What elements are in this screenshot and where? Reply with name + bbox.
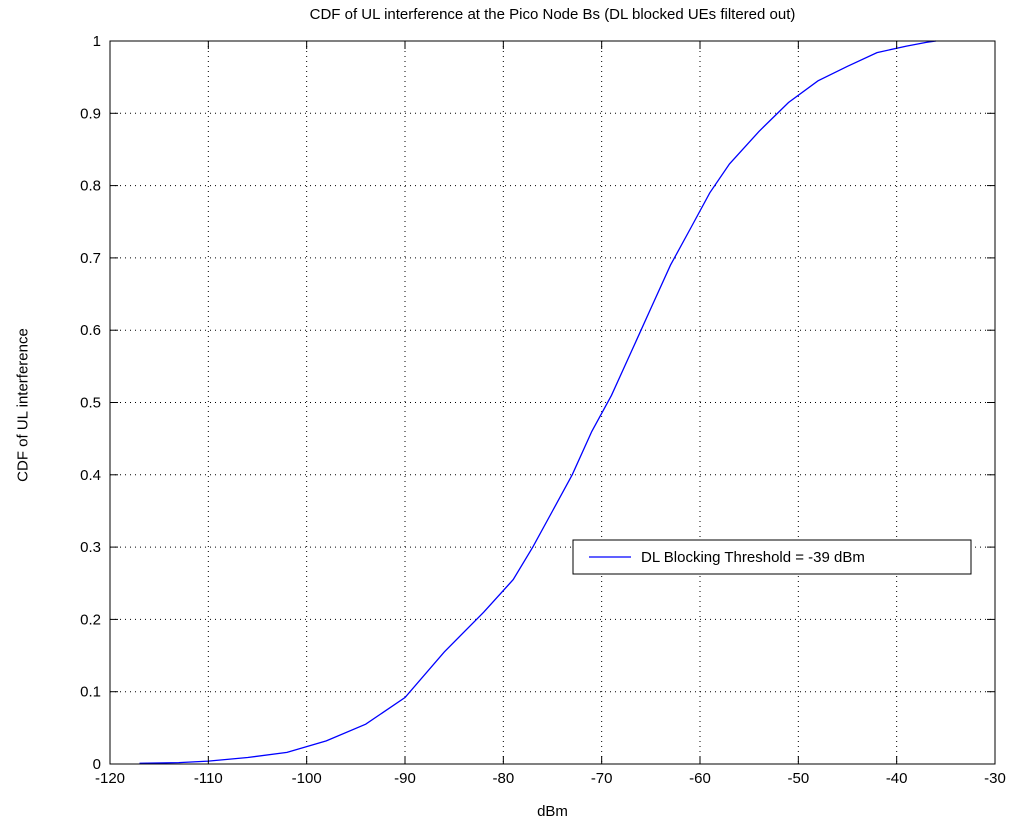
- chart-title: CDF of UL interference at the Pico Node …: [309, 6, 796, 23]
- x-tick-label: -70: [591, 770, 613, 787]
- cdf-series-line: [139, 40, 937, 764]
- y-tick-label: 0.2: [80, 611, 101, 628]
- y-tick-label: 0.1: [80, 684, 101, 701]
- grid-lines: [110, 41, 995, 764]
- y-tick-label: 0.4: [80, 467, 101, 484]
- legend-label: DL Blocking Threshold = -39 dBm: [641, 549, 865, 566]
- x-tick-label: -120: [95, 770, 125, 787]
- y-tick-label: 0.3: [80, 539, 101, 556]
- axis-ticks: -120 -110 -100 -90 -80 -70 -60 -50 -40 -30 0 0.1 0.2…: [80, 33, 1006, 787]
- legend-box: [572, 539, 972, 575]
- x-axis-label: dBm: [537, 803, 568, 820]
- x-tick-label: -80: [492, 770, 514, 787]
- y-tick-label: 0.9: [80, 105, 101, 122]
- y-tick-label: 0.8: [80, 178, 101, 195]
- y-tick-label: 0: [93, 756, 101, 773]
- x-tick-label: -90: [394, 770, 416, 787]
- x-tick-label: -100: [292, 770, 322, 787]
- y-tick-label: 0.5: [80, 395, 101, 412]
- x-tick-label: -40: [886, 770, 908, 787]
- y-tick-label: 1: [93, 33, 101, 50]
- y-tick-label: 0.7: [80, 250, 101, 267]
- y-tick-label: 0.6: [80, 322, 101, 339]
- x-tick-label: -50: [787, 770, 809, 787]
- legend: DL Blocking Threshold = -39 dBm: [572, 539, 972, 575]
- x-tick-label: -30: [984, 770, 1006, 787]
- x-tick-label: -60: [689, 770, 711, 787]
- x-tick-label: -110: [194, 770, 223, 787]
- plot-frame: [109, 40, 996, 765]
- series-lines: [139, 40, 937, 764]
